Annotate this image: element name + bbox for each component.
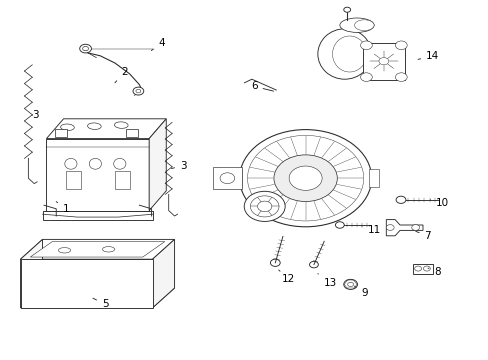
Circle shape (378, 58, 388, 65)
Text: 11: 11 (361, 225, 380, 235)
Text: 10: 10 (429, 198, 448, 208)
Text: 9: 9 (354, 286, 367, 298)
Circle shape (288, 166, 322, 190)
Circle shape (395, 73, 407, 81)
Circle shape (80, 44, 91, 53)
Polygon shape (362, 43, 404, 80)
Bar (42, 211, 153, 220)
Ellipse shape (332, 36, 366, 72)
Text: 5: 5 (93, 298, 108, 309)
Bar (368, 169, 378, 187)
Circle shape (133, 87, 143, 95)
Text: 12: 12 (278, 270, 295, 284)
Text: 13: 13 (317, 274, 336, 288)
Text: 7: 7 (415, 231, 430, 241)
Circle shape (343, 279, 357, 289)
Ellipse shape (113, 158, 126, 169)
Circle shape (386, 225, 393, 230)
Bar (66, 171, 81, 189)
Circle shape (414, 266, 421, 271)
Circle shape (395, 196, 405, 203)
Text: 4: 4 (151, 38, 164, 50)
Text: 2: 2 (115, 67, 128, 83)
Ellipse shape (339, 18, 373, 32)
Polygon shape (46, 119, 166, 139)
Circle shape (395, 41, 407, 50)
Text: 3: 3 (171, 161, 186, 171)
Circle shape (360, 73, 371, 81)
Polygon shape (20, 239, 42, 308)
Ellipse shape (317, 29, 371, 79)
Ellipse shape (61, 124, 74, 131)
Bar (115, 171, 129, 189)
Ellipse shape (114, 122, 128, 129)
Polygon shape (30, 242, 164, 257)
Polygon shape (386, 220, 422, 236)
Polygon shape (149, 119, 166, 211)
Polygon shape (20, 288, 174, 308)
Bar (46, 139, 149, 211)
Polygon shape (20, 259, 152, 308)
Ellipse shape (354, 20, 373, 31)
Bar (55, 129, 67, 137)
Circle shape (423, 266, 429, 271)
Bar (232, 169, 242, 187)
Circle shape (411, 225, 419, 230)
Circle shape (270, 259, 280, 266)
Ellipse shape (102, 247, 114, 252)
Text: 14: 14 (417, 51, 439, 61)
Circle shape (309, 261, 318, 268)
Circle shape (239, 130, 371, 227)
Circle shape (360, 41, 371, 50)
Ellipse shape (65, 158, 77, 169)
Circle shape (244, 191, 285, 221)
Text: 6: 6 (250, 81, 273, 91)
Bar (412, 264, 432, 274)
Text: 8: 8 (427, 267, 440, 277)
Ellipse shape (59, 248, 71, 253)
Circle shape (335, 222, 344, 228)
Ellipse shape (87, 123, 101, 130)
Circle shape (257, 201, 271, 212)
Circle shape (273, 155, 337, 202)
Circle shape (220, 173, 234, 184)
Circle shape (347, 282, 353, 287)
Polygon shape (20, 239, 174, 259)
Bar (126, 129, 138, 137)
Circle shape (343, 7, 350, 12)
Ellipse shape (89, 158, 102, 169)
Circle shape (250, 196, 279, 217)
Text: 3: 3 (32, 110, 39, 120)
Bar (212, 167, 242, 189)
Circle shape (247, 135, 363, 221)
Polygon shape (152, 239, 174, 308)
Circle shape (82, 46, 88, 51)
Circle shape (136, 89, 141, 93)
Text: 1: 1 (56, 202, 69, 214)
